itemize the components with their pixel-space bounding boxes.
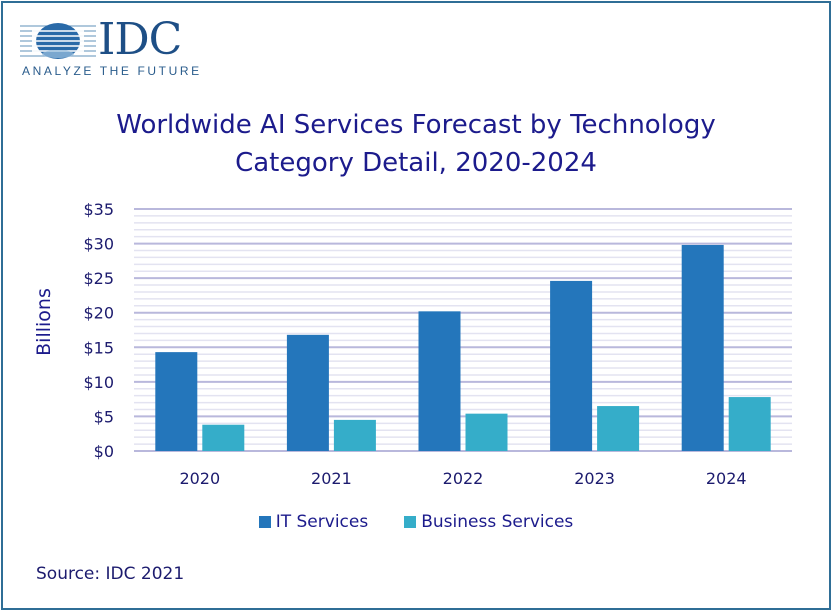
y-axis-label: Billions: [33, 288, 55, 356]
bar-business-services-2023: [597, 406, 640, 451]
legend-label-business-services: Business Services: [421, 512, 574, 532]
x-axis-ticks: 2020 2021 2022 2023 2024: [179, 469, 746, 488]
y-tick-label: $10: [83, 373, 114, 392]
y-tick-label: $0: [94, 442, 114, 461]
bar-it-services-2022: [418, 311, 461, 451]
x-tick-label: 2024: [706, 469, 747, 488]
logo-tagline: ANALYZE THE FUTURE: [22, 64, 202, 78]
bar-it-services-2021: [286, 334, 329, 451]
y-axis-ticks: $0 $5 $10 $15 $20 $25 $30 $35: [83, 200, 114, 461]
y-tick-label: $35: [83, 200, 114, 219]
y-tick-label: $30: [83, 235, 114, 254]
legend-item-business-services: Business Services: [404, 512, 573, 532]
chart-title-line-1: Worldwide AI Services Forecast by Techno…: [116, 110, 716, 140]
bars: [155, 244, 771, 451]
legend-swatch-it-services: [258, 516, 271, 528]
y-tick-label: $25: [83, 269, 114, 288]
y-tick-label: $5: [94, 407, 114, 426]
bar-it-services-2024: [681, 244, 724, 451]
chart-title: Worldwide AI Services Forecast by Techno…: [0, 106, 832, 182]
bar-it-services-2020: [155, 352, 198, 451]
x-tick-label: 2023: [574, 469, 615, 488]
bar-business-services-2020: [202, 424, 245, 451]
idc-logo: IDC ANALYZE THE FUTURE: [18, 14, 199, 80]
logo-brand: IDC: [98, 14, 182, 65]
globe-lines-icon: [20, 23, 96, 59]
bar-business-services-2022: [465, 413, 508, 451]
legend-swatch-business-services: [404, 516, 417, 528]
y-tick-label: $15: [83, 338, 114, 357]
legend: IT Services Business Services: [0, 512, 832, 532]
x-tick-label: 2020: [179, 469, 220, 488]
x-tick-label: 2021: [311, 469, 352, 488]
bar-business-services-2021: [333, 419, 376, 451]
legend-label-it-services: IT Services: [275, 512, 369, 532]
y-tick-label: $20: [83, 304, 114, 323]
chart-title-line-2: Category Detail, 2020-2024: [235, 148, 597, 178]
x-tick-label: 2022: [443, 469, 484, 488]
bar-it-services-2023: [550, 280, 593, 451]
source-note: Source: IDC 2021: [36, 564, 185, 584]
legend-item-it-services: IT Services: [258, 512, 369, 532]
bar-business-services-2024: [728, 397, 771, 451]
